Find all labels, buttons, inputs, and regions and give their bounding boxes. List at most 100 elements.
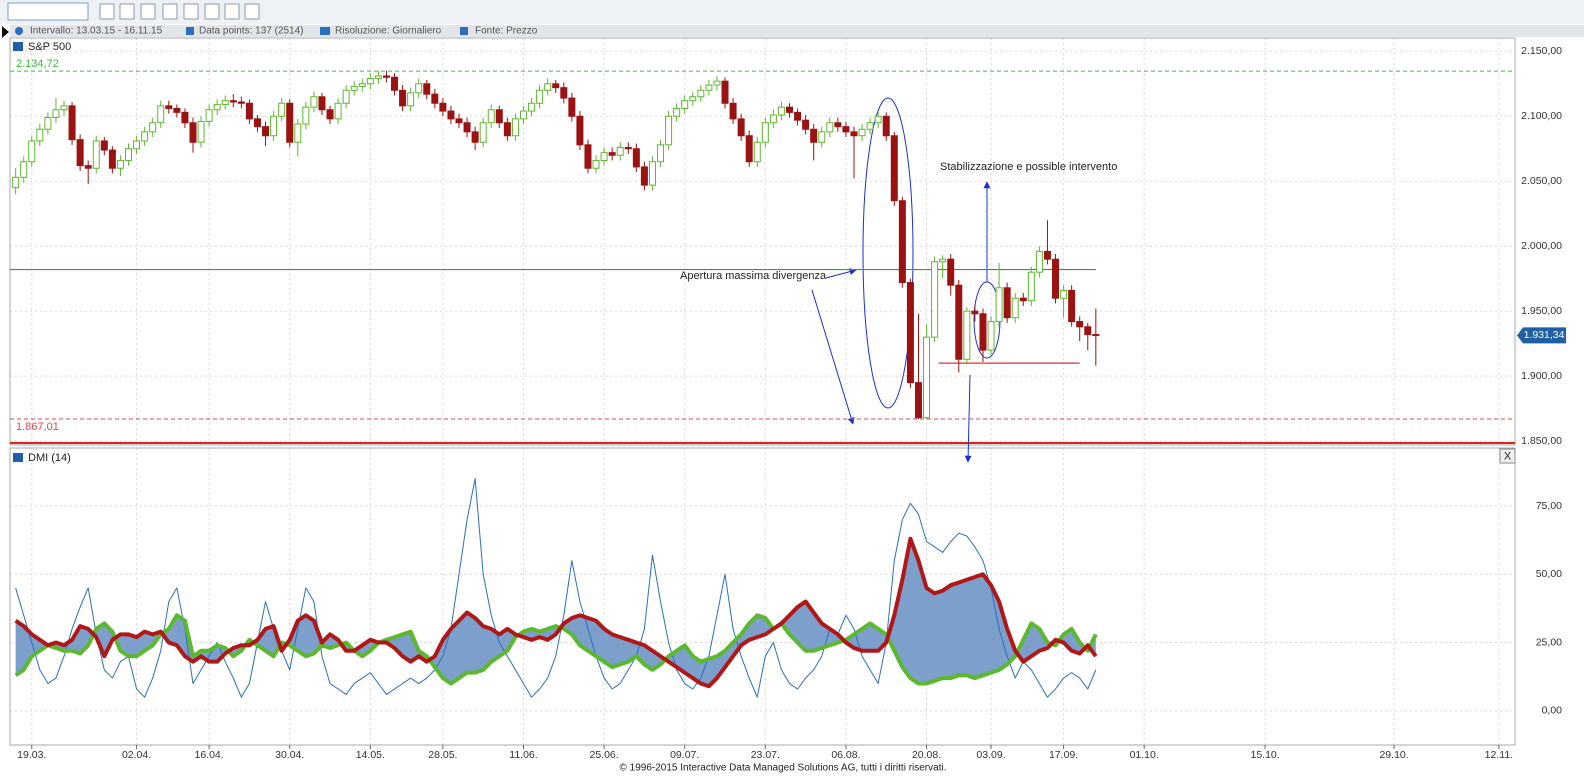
annotation-text: Apertura massima divergenza xyxy=(680,270,827,282)
candle-body xyxy=(987,321,995,351)
candle-body xyxy=(471,131,479,143)
annotation-ellipse xyxy=(862,97,914,409)
candle-body xyxy=(165,105,173,109)
y-tick-label: 0,00 xyxy=(1542,705,1563,717)
candle-body xyxy=(689,96,697,102)
candle-body xyxy=(552,83,560,89)
candle-body xyxy=(947,258,955,286)
candle-body xyxy=(1060,289,1068,299)
candle-body xyxy=(600,152,608,161)
price-panel xyxy=(9,37,1516,446)
candle-body xyxy=(745,135,753,163)
candle-body xyxy=(697,89,705,98)
candle-body xyxy=(874,115,882,124)
candle-body xyxy=(76,139,84,167)
candle-body xyxy=(528,102,536,112)
symbol-input[interactable] xyxy=(7,2,89,21)
x-tick-label: 03.09. xyxy=(976,749,1005,761)
tool-settings[interactable] xyxy=(244,3,260,20)
candle-body xyxy=(36,128,44,142)
candle-body xyxy=(1003,287,1011,319)
candle-body xyxy=(842,126,850,133)
candle-body xyxy=(20,161,28,178)
candle-body xyxy=(769,114,777,124)
candle-body xyxy=(858,128,866,137)
candle-body xyxy=(568,97,576,117)
candle-body xyxy=(294,123,302,143)
candle-body xyxy=(286,102,294,143)
candle-body xyxy=(729,102,737,120)
candle-body xyxy=(84,165,92,169)
dmi-panel xyxy=(9,447,1516,746)
candle-body xyxy=(777,106,785,116)
info-icon xyxy=(320,27,330,35)
candle-body xyxy=(197,120,205,143)
candle-body xyxy=(560,87,568,99)
grid xyxy=(10,38,1515,745)
tool-indicator[interactable] xyxy=(162,3,178,20)
candle-body xyxy=(495,109,503,124)
candle-body xyxy=(616,146,624,156)
candle-body xyxy=(350,85,358,91)
candle-body xyxy=(721,80,729,104)
candle-body xyxy=(1043,250,1051,260)
info-resolution: Risoluzione: Giornaliero xyxy=(335,26,442,37)
candle-body xyxy=(181,111,189,124)
candle-body xyxy=(681,100,689,109)
candle-body xyxy=(657,144,665,163)
candle-body xyxy=(463,122,471,133)
tool-text[interactable] xyxy=(204,3,220,20)
di-fill xyxy=(15,538,1096,687)
y-tick-label: 2.150,00 xyxy=(1521,45,1562,57)
candle-body xyxy=(971,310,979,315)
tool-line[interactable] xyxy=(140,3,156,20)
tool-zoom[interactable] xyxy=(99,3,115,20)
candle-body xyxy=(786,106,794,113)
tool-export[interactable] xyxy=(224,3,240,20)
reference-label: 2.134,72 xyxy=(16,58,59,70)
candle-body xyxy=(761,122,769,143)
y-tick-label: 25,00 xyxy=(1536,636,1562,648)
x-tick-label: 17.09. xyxy=(1049,749,1078,761)
x-tick-label: 15.10. xyxy=(1251,749,1280,761)
candle-body xyxy=(487,109,495,124)
candle-body xyxy=(52,109,60,119)
candle-body xyxy=(882,115,890,137)
legend-dmi: DMI (14) xyxy=(28,452,71,464)
candle-body xyxy=(68,105,76,141)
info-icon xyxy=(460,27,468,35)
toolbar xyxy=(0,0,1584,24)
reference-label: 1.867,01 xyxy=(16,421,59,433)
candle-body xyxy=(189,122,197,143)
candle-body xyxy=(407,92,415,107)
x-tick-label: 12.11. xyxy=(1485,749,1513,761)
candle-body xyxy=(60,105,68,111)
candle-body xyxy=(640,166,648,186)
tool-chart[interactable] xyxy=(119,3,135,20)
candle-body xyxy=(133,140,141,150)
candle-body xyxy=(28,140,36,163)
info-source: Fonte: Prezzo xyxy=(475,26,538,37)
close-button[interactable] xyxy=(1499,448,1516,464)
candle-body xyxy=(511,118,519,137)
candle-body xyxy=(503,122,511,137)
candle-body xyxy=(850,131,858,137)
legend-swatch xyxy=(13,42,23,51)
annotation-arrow xyxy=(825,268,857,279)
tool-compare[interactable] xyxy=(183,3,199,20)
candle-body xyxy=(923,336,931,419)
candle-body xyxy=(576,115,584,146)
candle-body xyxy=(995,287,1003,323)
x-tick-label: 06.08. xyxy=(831,749,860,761)
candle-body xyxy=(624,146,632,150)
dmi-line xyxy=(14,613,1098,686)
close-label[interactable]: X xyxy=(1504,450,1512,462)
candle-body xyxy=(753,141,761,163)
candle-body xyxy=(157,105,165,124)
candle-body xyxy=(262,126,270,137)
candle-body xyxy=(205,109,213,122)
info-bar xyxy=(10,25,1584,37)
candle-body xyxy=(519,110,527,120)
candle-body xyxy=(116,159,124,169)
